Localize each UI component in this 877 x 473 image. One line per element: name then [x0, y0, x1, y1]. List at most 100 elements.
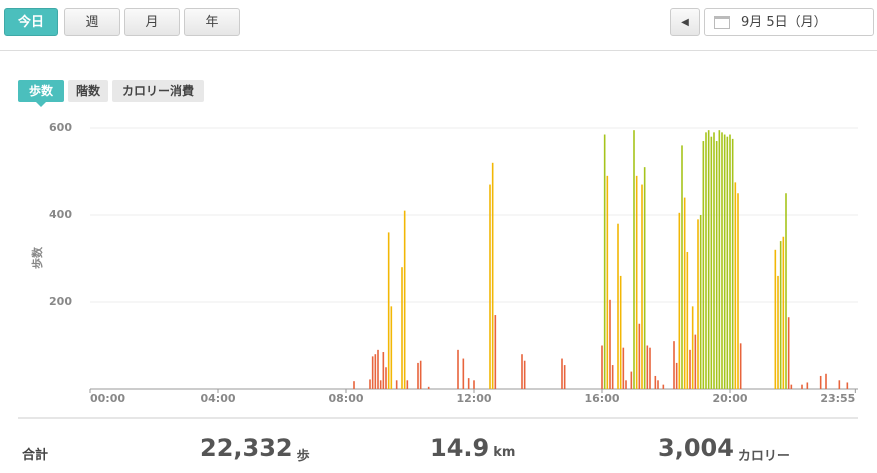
bar — [846, 382, 849, 389]
bar — [462, 358, 465, 389]
bar — [713, 132, 715, 389]
bar — [806, 382, 809, 389]
range-button[interactable]: 年 — [184, 8, 240, 36]
summary-unit: 歩 — [296, 449, 310, 464]
date: 9月 5日（月） — [741, 15, 827, 30]
bar — [489, 184, 491, 389]
bar — [371, 356, 374, 389]
summary-value: 3,004 — [658, 434, 734, 462]
bar — [657, 380, 659, 389]
y-tick-label: 200 — [49, 295, 72, 308]
summary-value: 14.9 — [430, 434, 490, 462]
bar — [683, 197, 686, 389]
x-tick-label: 12:00 — [456, 392, 491, 405]
bar — [630, 371, 633, 389]
bar — [638, 323, 641, 389]
metric-tab[interactable]: 歩数 — [18, 80, 64, 102]
bar — [825, 373, 827, 389]
bar — [395, 380, 398, 389]
bar — [619, 275, 622, 389]
metric-tab[interactable]: 階数 — [68, 80, 108, 102]
bar — [406, 380, 409, 389]
bar — [686, 251, 689, 389]
bar — [609, 299, 611, 389]
metric-tab[interactable]: カロリー消費 — [112, 80, 204, 102]
bar — [710, 136, 713, 389]
bar — [473, 380, 475, 389]
bar — [379, 380, 382, 389]
bar — [617, 223, 619, 389]
summary-unit: km — [493, 445, 516, 460]
range-button[interactable]: 月 — [124, 8, 180, 36]
bar — [401, 267, 403, 389]
bar — [417, 362, 419, 389]
bar — [603, 134, 606, 389]
bar — [774, 249, 777, 389]
bar — [838, 380, 841, 389]
bar — [382, 352, 385, 389]
bar — [419, 360, 422, 389]
bar — [691, 306, 694, 389]
bar — [649, 347, 651, 389]
x-tick-label: 08:00 — [328, 392, 363, 405]
bar — [494, 315, 497, 389]
bar — [737, 193, 739, 389]
summary-label: 合計 — [22, 448, 49, 463]
range-button[interactable]: 週 — [64, 8, 120, 36]
bar — [731, 138, 734, 389]
bar — [643, 167, 646, 389]
bar — [739, 343, 742, 389]
bar — [385, 367, 387, 389]
range-button[interactable]: 今日 — [4, 8, 58, 36]
bar — [819, 375, 822, 389]
bar — [369, 379, 371, 389]
bar — [641, 184, 643, 389]
bar — [387, 232, 390, 389]
bar — [563, 365, 566, 389]
bar — [606, 175, 609, 389]
bar — [611, 365, 614, 389]
summary-unit: カロリー — [737, 449, 790, 464]
x-tick-label: 00:00 — [90, 392, 125, 405]
bar — [705, 132, 707, 389]
calendar-icon — [714, 16, 730, 29]
bar — [561, 358, 563, 389]
date-picker[interactable]: 9月 5日（月） — [704, 8, 874, 36]
bar — [678, 212, 681, 389]
bar — [353, 381, 355, 389]
bar — [625, 380, 627, 389]
bar — [374, 354, 377, 389]
bar — [390, 306, 393, 389]
bar — [777, 275, 779, 389]
bar — [782, 236, 785, 389]
bar — [779, 241, 782, 389]
x-tick-label: 23:55 — [820, 392, 855, 405]
bar — [601, 345, 603, 389]
bar — [707, 130, 710, 390]
bar — [718, 130, 721, 390]
divider — [0, 50, 877, 51]
bar — [689, 349, 691, 389]
bar — [675, 362, 678, 389]
y-axis-label: 歩数 — [30, 246, 44, 269]
bar — [377, 349, 379, 389]
bar — [635, 175, 638, 389]
summary-value: 22,332 — [200, 434, 293, 462]
bar — [467, 378, 470, 389]
bar — [521, 354, 523, 389]
bar — [654, 375, 657, 389]
bar — [694, 334, 697, 389]
bar — [715, 141, 718, 389]
bar — [491, 162, 494, 389]
bar — [622, 347, 625, 389]
prev-day[interactable]: ◀ — [670, 8, 700, 36]
bar — [734, 182, 737, 389]
bar — [457, 349, 459, 389]
bar — [633, 130, 635, 390]
bar — [801, 384, 803, 389]
bar — [787, 317, 790, 389]
x-tick-label: 16:00 — [584, 392, 619, 405]
bar — [785, 193, 787, 389]
